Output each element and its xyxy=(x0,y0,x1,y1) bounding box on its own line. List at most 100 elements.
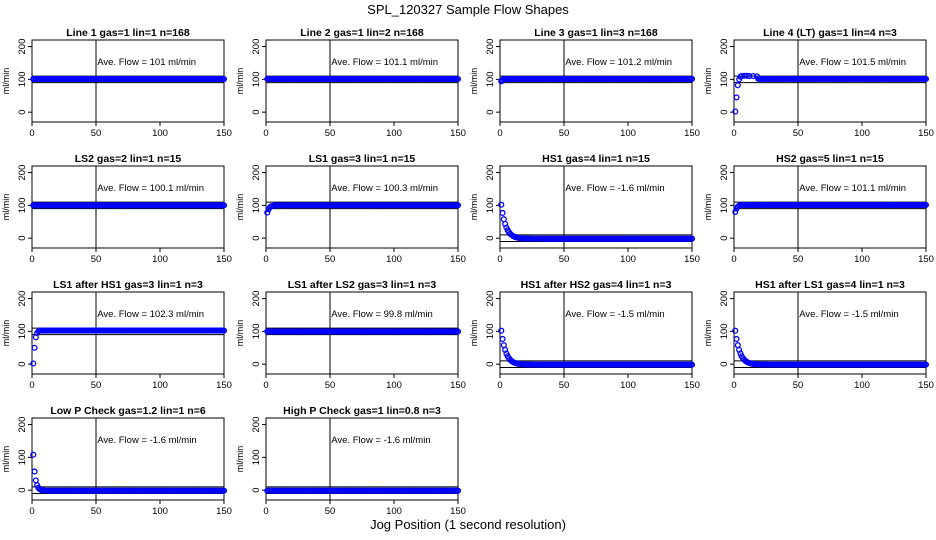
data-point xyxy=(220,327,228,334)
panel-1: Line 1 gas=1 lin=1 n=168 Ave. Flow = 101 … xyxy=(1,27,232,139)
y-tick-label: 0 xyxy=(17,236,28,241)
x-tick-label: 50 xyxy=(559,380,570,391)
data-point xyxy=(732,327,739,334)
x-tick-label: 0 xyxy=(263,254,268,265)
y-tick-label: 0 xyxy=(17,110,28,115)
y-tick-label: 100 xyxy=(17,71,28,87)
y-tick-label: 200 xyxy=(719,39,730,55)
x-tick-label: 50 xyxy=(91,380,102,391)
y-tick-label: 100 xyxy=(719,323,730,339)
data-point xyxy=(688,235,696,242)
data-point xyxy=(502,346,509,353)
data-point xyxy=(733,335,740,342)
flow-annotation: Ave. Flow = 100.1 ml/min xyxy=(97,183,204,194)
x-tick-label: 150 xyxy=(216,254,232,265)
flow-annotation: Ave. Flow = 101.2 ml/min xyxy=(565,57,672,68)
x-tick-label: 100 xyxy=(152,128,168,139)
panel-title: HS1 after LS1 gas=4 lin=1 n=3 xyxy=(755,279,905,291)
y-tick-label: 200 xyxy=(485,39,496,55)
y-tick-label: 200 xyxy=(17,165,28,181)
x-tick-label: 0 xyxy=(497,380,502,391)
x-tick-label: 150 xyxy=(216,506,232,517)
y-axis-label: ml/min xyxy=(1,68,11,95)
x-tick-label: 50 xyxy=(559,254,570,265)
panel-4: Line 4 (LT) gas=1 lin=4 n=3 Ave. Flow = 1… xyxy=(703,27,934,139)
flow-annotation: Ave. Flow = 101.1 ml/min xyxy=(331,57,438,68)
panel-title: LS1 after LS2 gas=3 lin=1 n=3 xyxy=(288,279,437,291)
x-tick-label: 100 xyxy=(152,380,168,391)
panel-title: LS1 gas=3 lin=1 n=15 xyxy=(309,153,416,165)
x-tick-label: 0 xyxy=(29,506,34,517)
y-tick-label: 100 xyxy=(719,197,730,213)
data-point xyxy=(750,73,757,80)
y-tick-label: 100 xyxy=(251,323,262,339)
x-tick-label: 50 xyxy=(325,128,336,139)
data-point xyxy=(500,216,507,223)
panel-title: Line 1 gas=1 lin=1 n=168 xyxy=(66,27,190,39)
y-tick-label: 200 xyxy=(17,291,28,307)
y-tick-label: 100 xyxy=(17,323,28,339)
y-axis-label: ml/min xyxy=(703,68,713,95)
y-tick-label: 100 xyxy=(251,71,262,87)
y-tick-label: 100 xyxy=(719,71,730,87)
y-tick-label: 0 xyxy=(251,110,262,115)
data-point xyxy=(922,201,930,209)
data-point xyxy=(734,82,741,89)
y-tick-label: 200 xyxy=(485,165,496,181)
y-tick-label: 0 xyxy=(485,110,496,115)
panel-13: Low P Check gas=1.2 lin=1 n=6 Ave. Flow =… xyxy=(1,405,232,517)
x-tick-label: 150 xyxy=(450,128,466,139)
data-point xyxy=(746,73,753,80)
panel-7: HS1 gas=4 lin=1 n=15 Ave. Flow = -1.6 ml/… xyxy=(469,153,700,265)
panel-11: HS1 after HS2 gas=4 lin=1 n=3 Ave. Flow =… xyxy=(469,279,700,391)
panel-title: Low P Check gas=1.2 lin=1 n=6 xyxy=(50,405,205,417)
data-point xyxy=(500,342,507,349)
y-tick-label: 200 xyxy=(251,39,262,55)
x-tick-label: 100 xyxy=(854,254,870,265)
data-point xyxy=(498,201,505,208)
data-point xyxy=(220,202,228,209)
y-tick-label: 0 xyxy=(251,236,262,241)
data-point xyxy=(732,108,739,115)
data-points xyxy=(264,75,462,83)
x-tick-label: 0 xyxy=(29,380,34,391)
y-axis-label: ml/min xyxy=(703,320,713,347)
panel-title: HS1 after HS2 gas=4 lin=1 n=3 xyxy=(521,279,672,291)
y-axis-label: ml/min xyxy=(1,446,11,473)
panel-title: Line 2 gas=1 lin=2 n=168 xyxy=(300,27,424,39)
y-tick-label: 0 xyxy=(719,236,730,241)
y-tick-label: 0 xyxy=(17,362,28,367)
x-tick-label: 150 xyxy=(684,128,700,139)
x-tick-label: 50 xyxy=(793,128,804,139)
y-tick-label: 0 xyxy=(485,362,496,367)
x-tick-label: 100 xyxy=(386,506,402,517)
y-axis-label: ml/min xyxy=(235,446,245,473)
data-point xyxy=(688,75,696,83)
data-points xyxy=(498,327,696,368)
y-tick-label: 0 xyxy=(17,488,28,493)
figure-x-label: Jog Position (1 second resolution) xyxy=(370,517,566,532)
data-point xyxy=(30,451,37,458)
x-tick-label: 100 xyxy=(620,380,636,391)
y-tick-label: 200 xyxy=(251,291,262,307)
data-points xyxy=(498,201,696,242)
y-tick-label: 100 xyxy=(17,449,28,465)
x-tick-label: 150 xyxy=(450,254,466,265)
x-tick-label: 0 xyxy=(497,254,502,265)
x-tick-label: 0 xyxy=(263,128,268,139)
x-tick-label: 50 xyxy=(91,128,102,139)
data-point xyxy=(31,468,38,475)
data-point xyxy=(30,360,37,367)
x-tick-label: 0 xyxy=(497,128,502,139)
x-tick-label: 0 xyxy=(263,506,268,517)
y-tick-label: 100 xyxy=(485,323,496,339)
data-point xyxy=(743,72,750,79)
data-point xyxy=(922,361,930,368)
data-points xyxy=(30,202,228,209)
panel-12: HS1 after LS1 gas=4 lin=1 n=3 Ave. Flow =… xyxy=(703,279,934,391)
flow-annotation: Ave. Flow = 101.5 ml/min xyxy=(799,57,906,68)
y-axis-label: ml/min xyxy=(469,68,479,95)
data-point xyxy=(220,487,228,494)
x-tick-label: 150 xyxy=(684,254,700,265)
